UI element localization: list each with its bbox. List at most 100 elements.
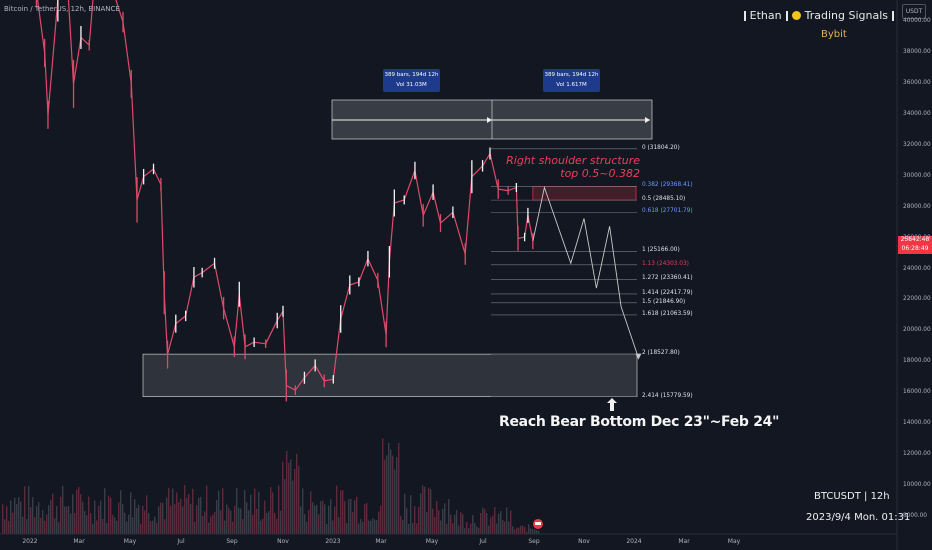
volume-bar: [182, 506, 184, 534]
volume-bar: [56, 505, 58, 534]
y-tick: 40000.00: [903, 18, 931, 24]
volume-bars: [2, 438, 540, 534]
volume-bar: [122, 504, 124, 534]
volume-bar: [366, 502, 368, 534]
volume-bar: [354, 500, 356, 534]
volume-bar: [352, 512, 354, 534]
x-tick: 2023: [325, 538, 341, 545]
volume-bar: [318, 514, 320, 534]
volume-bar: [114, 517, 116, 534]
range-box-2: 389 bars, 194d 12h Vol 1.617M: [543, 69, 600, 92]
volume-bar: [490, 517, 492, 534]
bar-icon: [785, 10, 788, 21]
volume-bar: [424, 486, 426, 534]
volume-bar: [390, 449, 392, 534]
volume-bar: [288, 462, 290, 534]
y-tick: 32000.00: [903, 141, 931, 148]
volume-bar: [316, 504, 318, 534]
volume-bar: [332, 520, 334, 534]
volume-bar: [438, 510, 440, 534]
fib-label: 0.5 (28485.10): [642, 196, 686, 203]
volume-bar: [180, 498, 182, 534]
bar-icon: [892, 10, 894, 21]
volume-bar: [376, 519, 378, 534]
volume-bar: [524, 526, 526, 534]
volume-bar: [538, 530, 540, 534]
volume-bar: [100, 500, 102, 534]
volume-bar: [66, 506, 68, 534]
y-tick: 38000.00: [903, 48, 931, 55]
volume-bar: [522, 525, 524, 534]
volume-bar: [452, 523, 454, 534]
volume-bar: [314, 505, 316, 534]
volume-bar: [336, 485, 338, 534]
volume-bar: [82, 501, 84, 534]
volume-bar: [192, 488, 194, 534]
fib-levels: [491, 148, 637, 397]
volume-bar: [28, 485, 30, 534]
volume-bar: [232, 521, 234, 534]
volume-bar: [444, 503, 446, 534]
event-icon[interactable]: [533, 519, 543, 529]
volume-bar: [80, 494, 82, 534]
volume-bar: [362, 521, 364, 534]
volume-bar: [58, 522, 60, 534]
volume-bar: [136, 507, 138, 534]
volume-bar: [520, 525, 522, 534]
x-tick: Nov: [277, 538, 289, 545]
pair-info: BTCUSDT | 12h: [814, 491, 890, 502]
fib-label: 1.414 (22417.79): [642, 289, 693, 296]
x-tick: May: [727, 538, 741, 545]
datetime-info: 2023/9/4 Mon. 01:31: [806, 512, 911, 523]
volume-bar: [34, 517, 36, 534]
volume-bar: [446, 523, 448, 534]
volume-bar: [252, 514, 254, 534]
volume-bar: [238, 507, 240, 534]
volume-bar: [456, 509, 458, 534]
volume-bar: [472, 515, 474, 534]
volume-bar: [128, 514, 130, 534]
volume-bar: [106, 523, 108, 534]
volume-bar: [84, 511, 86, 534]
x-tick: Mar: [375, 538, 387, 545]
currency-label[interactable]: USDT: [902, 4, 926, 19]
volume-bar: [176, 492, 178, 534]
volume-bar: [4, 519, 6, 534]
volume-bar: [360, 519, 362, 534]
shoulder-annotation-line1: Right shoulder structure: [506, 154, 640, 167]
fib-label: 1.618 (21063.59): [642, 310, 693, 317]
volume-bar: [102, 518, 104, 534]
last-price-tag[interactable]: 25842.48 06:28:49: [898, 236, 932, 254]
volume-bar: [532, 529, 534, 534]
volume-bar: [294, 468, 296, 534]
brand-tagline: Trading Signals: [804, 9, 888, 22]
zones: [142, 186, 638, 398]
volume-bar: [272, 492, 274, 534]
volume-bar: [296, 453, 298, 534]
volume-bar: [210, 516, 212, 534]
volume-bar: [158, 506, 160, 534]
volume-bar: [338, 517, 340, 534]
x-tick: May: [123, 538, 137, 545]
volume-bar: [404, 493, 406, 534]
volume-bar: [342, 490, 344, 534]
volume-bar: [534, 529, 536, 534]
volume-bar: [146, 495, 148, 534]
volume-bar: [276, 518, 278, 534]
volume-bar: [270, 487, 272, 534]
volume-bar: [450, 514, 452, 534]
volume-bar: [218, 490, 220, 534]
fib-label: 1.5 (21846.90): [642, 298, 686, 305]
volume-bar: [244, 489, 246, 534]
volume-bar: [440, 520, 442, 534]
volume-bar: [416, 523, 418, 534]
symbol-title: Bitcoin / TetherUS, 12h, BINANCE: [4, 5, 120, 13]
volume-bar: [304, 514, 306, 534]
volume-bar: [70, 513, 72, 534]
x-tick: 2022: [22, 538, 38, 545]
volume-bar: [110, 497, 112, 534]
y-tick: 18000.00: [903, 358, 931, 365]
x-tick: Jul: [177, 538, 185, 545]
volume-bar: [246, 502, 248, 534]
